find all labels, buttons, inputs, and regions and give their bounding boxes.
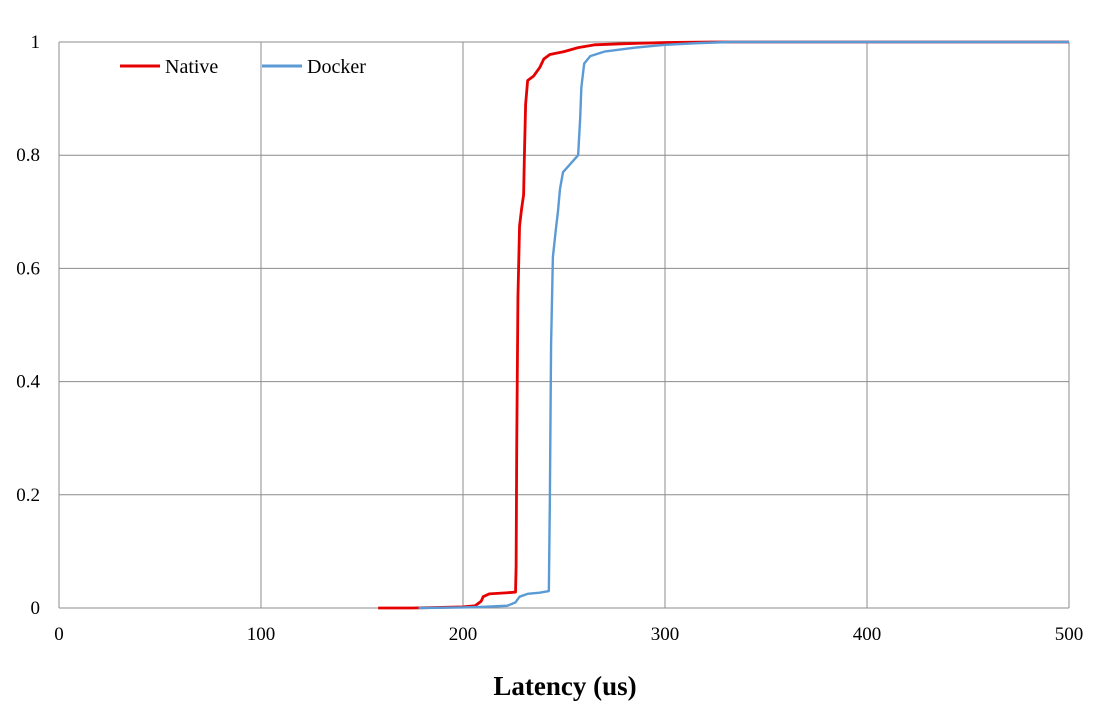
tick-labels: 0 0.2 0.4 0.6 0.8 1 0 100 200 300 400 500 <box>16 32 1083 645</box>
x-tick-label: 300 <box>651 624 680 645</box>
y-tick-label: 0.2 <box>16 485 40 506</box>
legend-label-docker: Docker <box>307 56 366 78</box>
grid-lines <box>58 41 1070 609</box>
x-tick-label: 400 <box>853 624 882 645</box>
x-axis-title: Latency (us) <box>493 671 636 701</box>
y-tick-label: 0.8 <box>16 145 40 166</box>
x-tick-label: 100 <box>247 624 276 645</box>
y-tick-label: 0.4 <box>16 372 40 393</box>
series-line-native <box>378 40 1069 610</box>
series-lines <box>378 40 1069 610</box>
x-tick-label: 0 <box>54 624 64 645</box>
legend-label-native: Native <box>165 56 218 78</box>
y-tick-label: 0.6 <box>16 258 40 279</box>
x-tick-label: 500 <box>1055 624 1084 645</box>
series-line-docker <box>418 40 1069 610</box>
y-tick-label: 1 <box>31 32 41 53</box>
y-tick-label: 0 <box>31 598 41 619</box>
legend: Native Docker <box>120 56 366 78</box>
x-tick-label: 200 <box>449 624 478 645</box>
